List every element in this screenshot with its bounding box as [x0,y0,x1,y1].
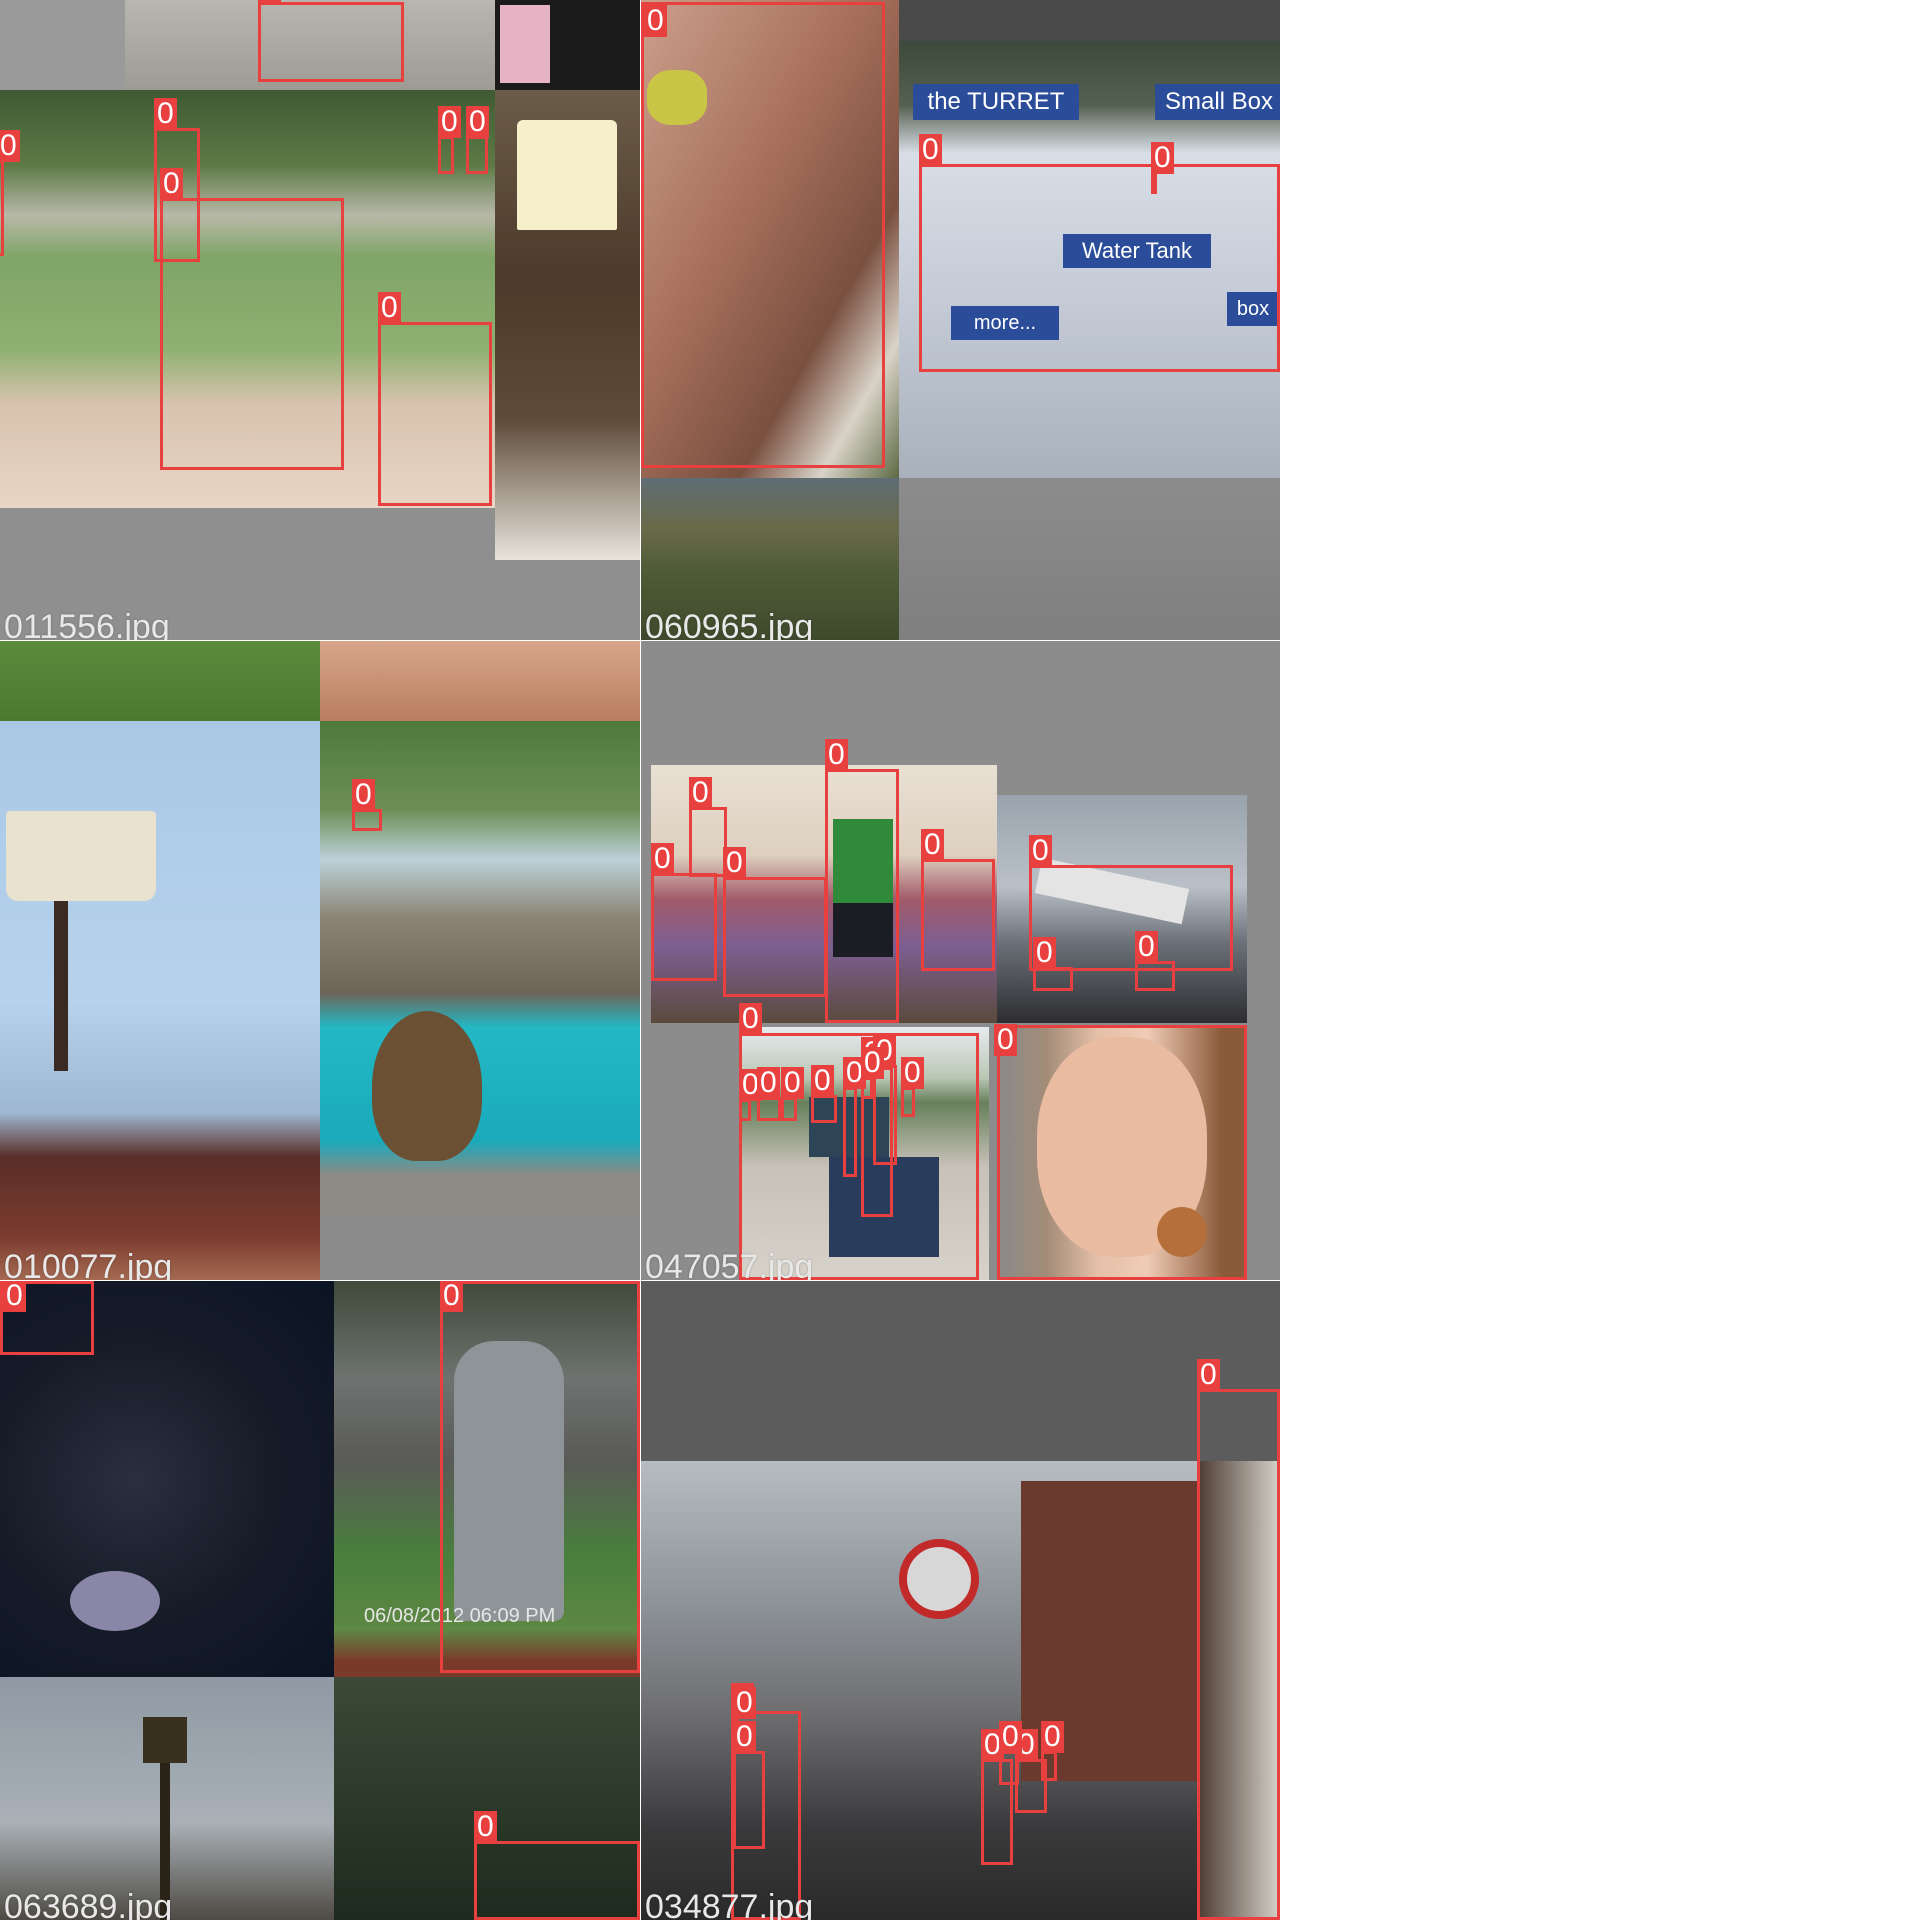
sign-small-box: Small Box [1155,84,1280,120]
detection-box: 0 [438,136,454,174]
detection-label: 0 [689,777,712,809]
detection-box: 0 [825,769,899,1023]
detection-box: 0 [901,1087,915,1117]
detection-label: 0 [1029,835,1052,867]
detection-box: 0 [873,1065,897,1165]
detection-box: 0 [919,164,1280,372]
detection-box: 0 [258,2,404,82]
detection-label: 0 [474,1811,497,1843]
detection-box: 0 [781,1097,797,1121]
detection-label: 0 [919,134,942,166]
detection-box: 0 [739,1099,751,1121]
detection-box: 0 [1033,967,1073,991]
detection-label: 0 [438,106,461,138]
grass-photo [0,641,320,721]
detection-label: 0 [861,1047,884,1079]
detection-label: 0 [154,98,177,130]
detection-label: 0 [651,843,674,875]
detection-box: 0 [466,136,488,174]
street-lamp-photo [0,1677,334,1920]
detection-label: 0 [440,1281,463,1312]
tile-separator [640,0,641,1920]
detection-label: 0 [723,847,746,879]
detection-label: 0 [1135,931,1158,963]
detection-box: 0 [861,1077,873,1099]
detection-box: 0 [651,873,717,981]
mosaic-tile-010077: 0 010077.jpg [0,641,640,1280]
detection-label: 0 [825,739,848,771]
detection-label: 0 [1197,1359,1220,1391]
detection-label: 0 [733,1721,756,1753]
tile-separator [0,1280,1280,1281]
tile-filename: 060965.jpg [645,610,813,640]
detection-box: 0 [1135,961,1175,991]
detection-box: 0 [1197,1389,1280,1920]
detection-box: 0 [733,1751,765,1849]
detection-label: 0 [739,1003,762,1035]
right-blank-area [1280,0,1920,1920]
detection-box: 0 [1029,865,1233,971]
detection-label: 0 [921,829,944,861]
arm-photo [320,641,640,721]
top-gray-strip [641,1281,1280,1461]
detection-box: 0 [921,859,995,971]
detection-label: 0 [378,292,401,324]
detection-box: 0 [997,1025,1247,1280]
detection-box: 0 [811,1095,837,1123]
poster-photo [495,0,640,90]
lamp-room-photo [495,90,640,560]
mosaic-tile-060965: the TURRET Small Box Water Tank more... … [641,0,1280,640]
tile-filename: 010077.jpg [4,1250,172,1280]
gray-gradient-photo [899,478,1280,640]
detection-label: 0 [352,779,375,811]
tile-separator [0,640,1280,641]
mosaic-tile-034877: 0 0 0 0 0 0 0 0 034877.jpg [641,1281,1280,1920]
detection-label: 0 [1033,937,1056,969]
tile-filename: 063689.jpg [4,1890,172,1920]
detection-label: 0 [160,168,183,200]
detection-label: 0 [999,1721,1022,1753]
detection-box: 0 [378,322,492,506]
detection-box: 0 [689,807,727,877]
detection-label: 0 [1151,142,1174,174]
detection-box: 0 [843,1087,857,1177]
tile-filename: 011556.jpg [4,610,170,640]
detection-label: 0 [466,106,489,138]
city-street-photo [641,1461,1197,1920]
detection-label: 0 [994,1024,1017,1056]
detection-box: 0 [440,1281,640,1673]
detection-label: 0 [757,1067,780,1099]
bedroom-photo [0,721,320,1280]
detection-box: 0 [999,1751,1019,1785]
tile-filename: 047057.jpg [645,1250,813,1280]
detection-label: 0 [781,1067,804,1099]
detection-box: 0 [757,1097,781,1121]
tile-filename: 034877.jpg [645,1890,813,1920]
detection-label: 0 [258,0,281,4]
mosaic-tile-047057: 0 0 0 0 0 0 0 0 0 0 0 0 0 0 0 0 0 0 0 04… [641,641,1280,1280]
mosaic-tile-063689: 06/08/2012 06:09 PM 0 0 0 063689.jpg [0,1281,640,1920]
detection-box: 0 [0,1281,94,1355]
mosaic-tile-011556: 0 0 0 0 0 0 0 011556.jpg [0,0,640,640]
detection-box: 0 [1151,172,1157,194]
detection-label: 0 [644,5,667,37]
detection-box: 0 [0,160,4,256]
detection-label: 0 [901,1057,924,1089]
detection-box: 0 [723,877,827,997]
sign-turret: the TURRET [913,84,1079,120]
detection-label: 0 [811,1065,834,1097]
detection-box: 0 [160,198,344,470]
detection-box: 0 [1041,1751,1057,1781]
detection-label: 0 [733,1687,756,1719]
detection-box: 0 [641,2,885,468]
detection-label: 0 [3,1281,26,1312]
detection-box: 0 [352,809,382,831]
detection-label: 0 [0,130,20,162]
gray-strip [0,0,125,90]
detection-label: 0 [1041,1721,1064,1753]
detection-box: 0 [474,1841,640,1920]
